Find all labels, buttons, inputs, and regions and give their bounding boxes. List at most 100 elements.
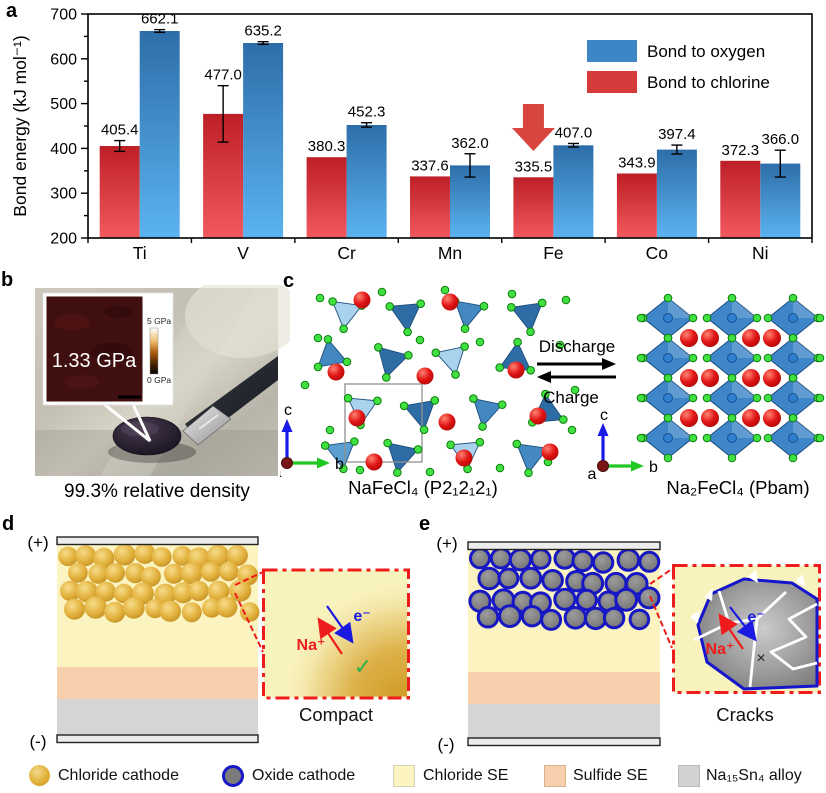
axes-indicator-right: c b a <box>588 407 658 483</box>
svg-text:400: 400 <box>50 141 77 158</box>
bar-value-label: 335.5 <box>515 158 553 175</box>
top-current-collector <box>467 541 661 551</box>
positive-terminal-label: (+) <box>436 534 457 553</box>
electron-arrow-icon <box>326 605 354 644</box>
bar-oxygen-Co <box>656 149 697 238</box>
zoom-callout-line <box>234 592 264 653</box>
sodium-ion-arrow-icon <box>718 613 744 650</box>
electron-label: e⁻ <box>747 609 764 626</box>
density-caption: 99.3% relative density <box>64 481 250 502</box>
negative-terminal-label: (-) <box>30 732 47 751</box>
charge-arrowhead-icon <box>537 371 551 383</box>
scale-bar <box>118 395 141 399</box>
bars-group <box>99 31 801 238</box>
zoom-callout-line <box>649 568 673 585</box>
chloride-se-swatch <box>393 765 415 787</box>
axis-tick-labels: 200 300 400 500 600 700 <box>50 7 77 248</box>
crack-spikes <box>690 570 805 623</box>
bar-oxygen-V <box>243 43 284 238</box>
legend-label: Chloride cathode <box>58 767 179 784</box>
unit-cell-outline <box>344 383 423 463</box>
bar-value-label: 343.9 <box>618 155 656 172</box>
bar-value-label: 477.0 <box>204 67 242 84</box>
axis-c-label: c <box>600 407 608 424</box>
inset-pointer <box>103 402 152 443</box>
na2fecl4-caption: Na₂FeCl₄ (Pbam) <box>666 477 809 498</box>
svg-text:600: 600 <box>50 51 77 68</box>
bar-value-label: 662.1 <box>141 11 179 28</box>
bar-value-label: 397.4 <box>658 126 696 143</box>
blocked-icon: × <box>756 650 765 667</box>
bar-chlorine-Fe <box>513 177 554 238</box>
chloride-cell-schematic: (+) (-) Na⁺ e⁻ ✓ Compact <box>27 533 410 751</box>
sodium-ion-arrow-icon <box>317 617 343 655</box>
category-label-Mn: Mn <box>438 243 462 263</box>
colorbar-max-label: 5 GPa <box>147 316 171 326</box>
axes-indicator-left: c b a <box>280 402 344 481</box>
pressure-colorbar <box>149 327 159 375</box>
panel-e-label: e <box>419 513 431 535</box>
sulfide-se-swatch <box>544 765 566 787</box>
modulus-value: 1.33 GPa <box>52 350 137 372</box>
alloy-layer <box>57 699 258 735</box>
electron-arrow-icon <box>729 606 757 642</box>
axis-b-label: b <box>649 459 658 476</box>
tweezers-shine <box>198 414 219 430</box>
cracked-particle <box>696 577 819 691</box>
alloy-layer <box>468 704 660 738</box>
value-labels: 662.1 635.2 452.3 362.0 407.0 397.4 366.0 405.4… <box>101 11 799 176</box>
bar-chlorine-Cr <box>306 157 347 238</box>
colorbar-min-label: 0 GPa <box>147 375 171 385</box>
cracks-caption: Cracks <box>716 704 774 725</box>
bar-value-label: 337.6 <box>411 157 449 174</box>
chloride-cathode-swatch <box>29 765 50 786</box>
axis-ticks <box>81 13 813 243</box>
axis-a-label: a <box>280 464 282 481</box>
svg-text:300: 300 <box>50 186 77 203</box>
sulfide-se-layer <box>468 672 660 704</box>
bar-value-label: 407.0 <box>555 125 593 142</box>
sulfide-se-layer <box>57 667 258 699</box>
na2fecl4-structure <box>636 293 825 463</box>
oxide-cathode-particles <box>468 547 661 631</box>
category-label-Ti: Ti <box>133 243 147 263</box>
figure-legend: Chloride cathode Oxide cathode Chloride … <box>0 760 826 793</box>
discharge-arrowhead-icon <box>602 358 616 370</box>
discharge-label: Discharge <box>539 337 616 356</box>
svg-text:700: 700 <box>50 7 77 24</box>
chloride-cathode-particles <box>58 543 260 623</box>
bar-oxygen-Cr <box>346 125 387 238</box>
sodium-ion-label: Na⁺ <box>297 637 326 654</box>
alloy-swatch <box>678 765 700 787</box>
electron-label: e⁻ <box>353 608 370 625</box>
map-texture <box>104 306 132 318</box>
sodium-ion-label: Na⁺ <box>706 641 735 658</box>
legend-swatch-oxygen <box>587 40 637 62</box>
chart-legend: Bond to oxygen Bond to chlorine <box>587 40 770 93</box>
bar-value-label: 405.4 <box>101 122 139 139</box>
oxide-cell-schematic: (+) (-) Na⁺ e⁻ × Cracks <box>436 534 821 754</box>
photo-highlight <box>185 285 290 358</box>
panel-c-label: c <box>283 270 295 292</box>
panel-a-label: a <box>6 0 18 22</box>
zoom-callout-line <box>234 571 264 586</box>
panel-d-label: d <box>2 513 15 535</box>
legend-label: Sulfide SE <box>573 767 648 784</box>
legend-swatch-chlorine <box>587 71 637 93</box>
bar-value-label: 635.2 <box>244 23 282 40</box>
legend-label: Na₁₅Sn₄ alloy <box>706 767 802 784</box>
category-label-V: V <box>237 243 249 263</box>
bar-chlorine-Co <box>616 173 657 238</box>
legend-label: Oxide cathode <box>252 767 356 784</box>
bar-value-label: 372.3 <box>722 142 760 159</box>
map-texture <box>54 314 90 330</box>
bar-oxygen-Ti <box>139 31 180 238</box>
bottom-current-collector <box>56 734 259 744</box>
nafecl4-atoms <box>300 285 580 478</box>
crystal-structures-panel: Discharge Charge c b a c b a NaFeCl₄ (P2… <box>280 285 825 498</box>
axis-c-label: c <box>284 402 292 419</box>
check-icon: ✓ <box>354 654 372 679</box>
bar-oxygen-Fe <box>553 145 594 238</box>
oxide-cathode-swatch <box>222 765 244 787</box>
